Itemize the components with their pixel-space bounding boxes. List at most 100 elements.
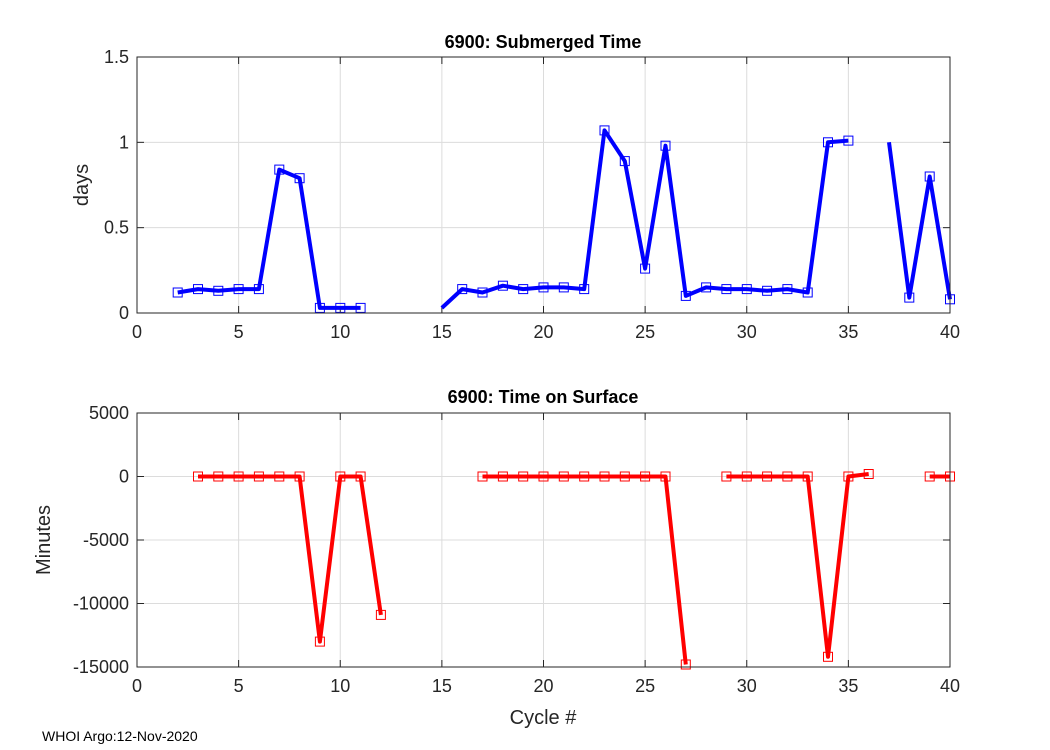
surface-data-point [253,471,264,482]
submerged-ytick-label: 0.5 [104,218,129,238]
surface-data-point [335,471,346,482]
submerged-ytick-label: 1 [119,132,129,152]
surface-xtick-label: 25 [635,676,655,696]
surface-xtick-label: 15 [432,676,452,696]
submerged-data-point [314,302,325,313]
surface-series-line [726,472,869,659]
surface-data-point [619,471,630,482]
submerged-data-point [924,171,935,182]
submerged-series-line [440,128,849,310]
submerged-xtick-label: 10 [330,322,350,342]
surface-data-point [314,636,325,647]
surface-data-point [274,471,285,482]
surface-time-xlabel: Cycle # [510,707,578,729]
surface-time-ylabel: Minutes [33,505,55,575]
surface-ytick-label: -10000 [73,594,129,614]
submerged-time-axes: 0 5 10 15 20 25 30 35 40 0 0.5 1 1.5 6900: Submerged… [71,32,960,342]
submerged-time-ylabel: days [71,164,93,206]
surface-xtick-label: 0 [132,676,142,696]
surface-ytick-label: 5000 [89,403,129,423]
submerged-xtick-label: 15 [432,322,452,342]
submerged-data-point [619,156,630,167]
submerged-data-point [274,164,285,175]
surface-data-point [924,471,935,482]
surface-time-axes: 0 5 10 15 20 25 30 35 40 -15000 -10000 -5000 0 5000 6… [33,387,960,729]
submerged-data-point [538,282,549,293]
submerged-data-point [477,287,488,298]
submerged-data-point [701,282,712,293]
submerged-xtick-label: 35 [838,322,858,342]
submerged-data-point [172,287,183,298]
surface-data-point [213,471,224,482]
surface-data-point [518,471,529,482]
surface-data-point [375,609,386,620]
submerged-data-point [680,290,691,301]
submerged-data-point [741,284,752,295]
submerged-ytick-label: 1.5 [104,47,129,67]
submerged-data-point [253,284,264,295]
surface-data-point [233,471,244,482]
submerged-xtick-label: 20 [533,322,553,342]
surface-xtick-label: 35 [838,676,858,696]
submerged-data-point [843,135,854,146]
submerged-data-point [457,284,468,295]
submerged-data-point [579,284,590,295]
surface-ytick-label: -15000 [73,657,129,677]
surface-data-point [193,471,203,482]
submerged-data-point [355,302,366,313]
submerged-data-point [558,282,569,293]
submerged-time-title: 6900: Submerged Time [445,32,642,52]
submerged-data-point [233,284,244,295]
surface-data-point [538,471,549,482]
footer-credit: WHOI Argo:12-Nov-2020 [42,728,198,744]
submerged-data-point [904,292,915,303]
submerged-data-point [213,285,224,296]
submerged-data-point [599,125,610,136]
submerged-data-point [660,140,671,151]
submerged-data-point [335,302,346,313]
surface-time-plot-frame [136,412,951,668]
surface-xtick-label: 10 [330,676,350,696]
submerged-xtick-label: 40 [940,322,960,342]
submerged-xtick-label: 5 [234,322,244,342]
surface-data-point [741,471,752,482]
submerged-time-plot-frame [136,56,951,314]
surface-xtick-label: 30 [737,676,757,696]
submerged-data-point [518,284,529,295]
submerged-data-point [193,284,203,295]
surface-data-point [497,471,508,482]
surface-data-point [558,471,569,482]
surface-xtick-label: 40 [940,676,960,696]
surface-xtick-label: 20 [533,676,553,696]
submerged-data-point [721,284,732,295]
surface-ytick-label: -5000 [83,530,129,550]
surface-data-point [294,471,305,482]
submerged-xtick-label: 30 [737,322,757,342]
surface-series-line [482,474,688,665]
surface-data-point [843,471,854,482]
submerged-data-point [802,287,813,298]
submerged-data-point [762,285,773,296]
submerged-data-point [497,280,508,291]
submerged-data-point [782,284,793,295]
surface-data-point [640,471,651,482]
surface-data-point [782,471,793,482]
surface-data-point [721,471,732,482]
surface-data-point [823,651,833,662]
surface-data-point [660,471,671,482]
surface-data-point [579,471,590,482]
submerged-ytick-label: 0 [119,303,129,323]
surface-data-point [599,471,610,482]
surface-data-point [477,471,488,482]
submerged-data-point [640,263,651,274]
submerged-xtick-label: 25 [635,322,655,342]
submerged-data-point [294,173,305,184]
surface-xtick-label: 5 [234,676,244,696]
submerged-data-point [823,137,833,148]
submerged-xtick-label: 0 [132,322,142,342]
surface-data-point [762,471,773,482]
surface-time-title: 6900: Time on Surface [448,387,639,407]
surface-data-point [802,471,813,482]
submerged-series-line [177,167,361,310]
